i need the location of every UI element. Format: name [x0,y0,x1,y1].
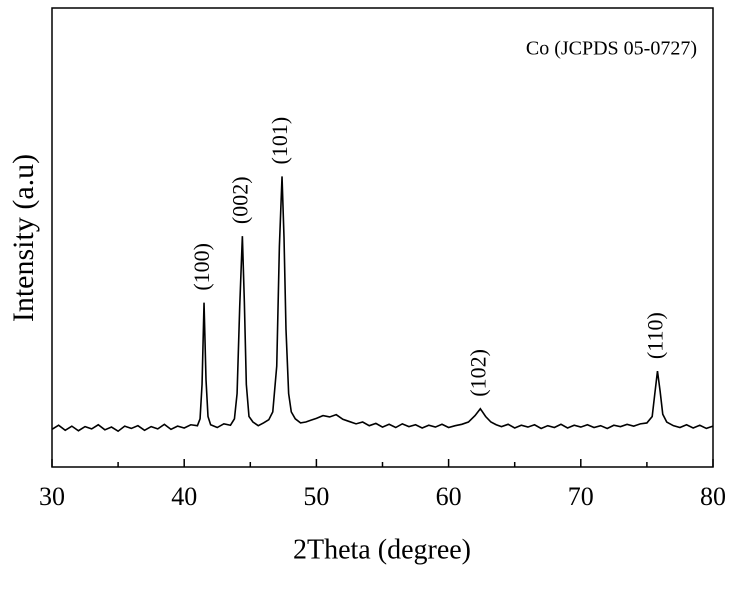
plot-frame [52,8,713,467]
peak-label: (102) [465,349,490,397]
xrd-line [52,176,713,431]
peak-label: (002) [227,176,252,224]
y-axis-title: Intensity (a.u) [7,154,40,322]
chart-title: Co (JCPDS 05-0727) [526,38,697,60]
x-axis-title: 2Theta (degree) [293,534,471,565]
x-tick-label: 70 [568,482,594,511]
x-tick-label: 80 [700,482,726,511]
x-tick-label: 60 [436,482,462,511]
x-tick-label: 50 [303,482,329,511]
page: Co (JCPDS 05-0727) 2Theta (degree) Inten… [0,0,738,592]
x-tick-label: 30 [39,482,65,511]
x-tick-label: 40 [171,482,197,511]
peak-label: (101) [267,117,292,165]
chart: Co (JCPDS 05-0727) 2Theta (degree) Inten… [0,0,738,587]
peak-label: (100) [189,243,214,291]
peak-label: (110) [643,312,668,359]
